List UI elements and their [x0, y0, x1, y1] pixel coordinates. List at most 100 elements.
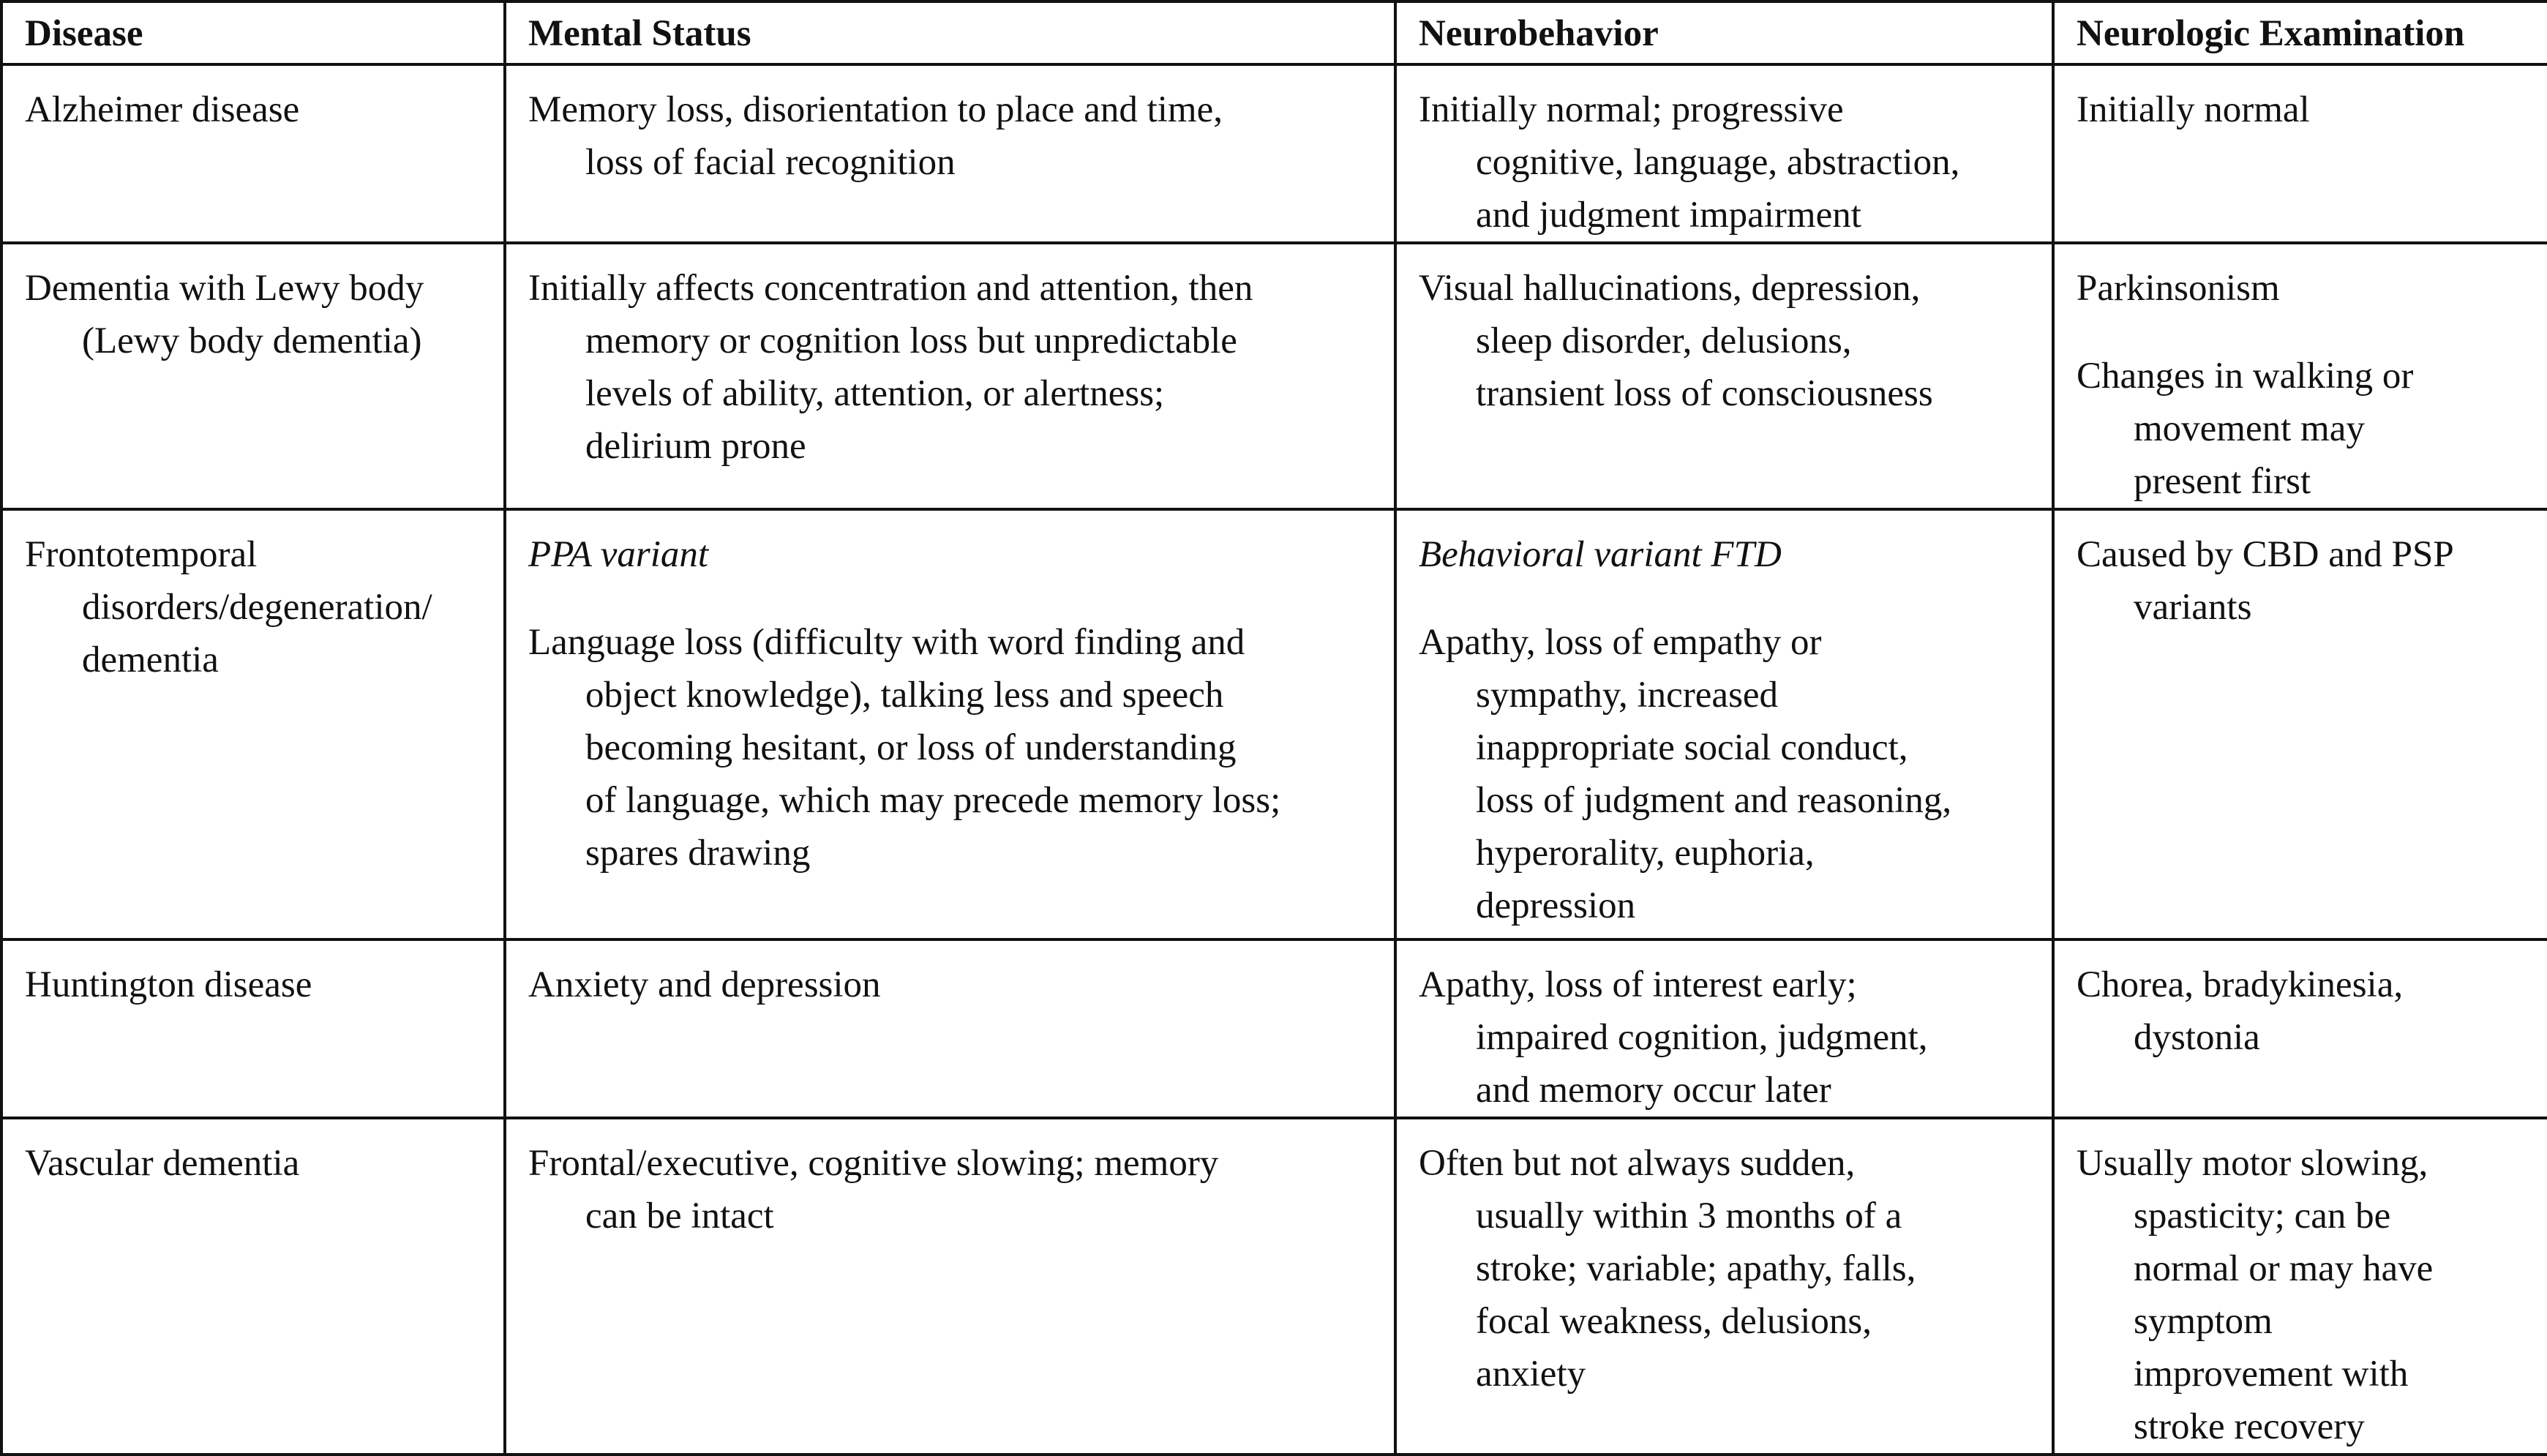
cell-paragraph: Initially normal; progressive cognitive, … [1419, 83, 2031, 241]
text-line: present first [2134, 461, 2311, 502]
header-disease: Disease [0, 0, 506, 66]
text-line: can be intact [585, 1196, 774, 1237]
table-row: Dementia with Lewy body (Lewy body dement… [0, 241, 2547, 511]
text-line: symptom [2134, 1301, 2273, 1342]
text-line: Often but not always sudden, [1419, 1143, 1856, 1184]
text-line: impaired cognition, judgment, [1476, 1017, 1928, 1058]
table-row: Huntington disease Anxiety and depression… [0, 938, 2547, 1119]
text-line: object knowledge), talking less and spee… [585, 675, 1224, 716]
text-line: depression [1476, 885, 1636, 926]
text-line: Usually motor slowing, [2077, 1143, 2428, 1184]
text-line: Behavioral variant FTD [1419, 534, 1782, 575]
header-row: Disease Mental Status Neurobehavior Neurolo… [0, 0, 2547, 66]
header-neurologic-examination: Neurologic Examination [2052, 0, 2547, 66]
cell-paragraph: Often but not always sudden, usually with… [1419, 1137, 2031, 1400]
text-line: Visual hallucinations, depression, [1419, 268, 1921, 309]
text-line: Language loss (difficulty with word find… [528, 622, 1245, 663]
text-line: disorders/degeneration/ [82, 587, 432, 628]
text-line: Apathy, loss of interest early; [1419, 964, 1857, 1005]
table-row: Alzheimer disease Memory loss, disorienta… [0, 63, 2547, 244]
text-line: stroke recovery [2134, 1406, 2365, 1447]
cell-paragraph: Frontal/executive, cognitive slowing; me… [528, 1137, 1373, 1242]
text-line: movement may [2134, 408, 2365, 449]
cell-paragraph: Caused by CBD and PSP variants [2077, 528, 2527, 634]
cell-disease: Frontotemporal disorders/degeneration/dem… [0, 508, 506, 941]
text-line: focal weakness, delusions, [1476, 1301, 1872, 1342]
text-line: loss of facial recognition [585, 142, 956, 183]
cell-disease: Huntington disease [0, 938, 506, 1119]
text-line: sleep disorder, delusions, [1476, 320, 1852, 361]
text-line: transient loss of consciousness [1476, 373, 1933, 414]
cell-neurobehavior: Behavioral variant FTD Apathy, loss of em… [1394, 508, 2055, 941]
text-line: becoming hesitant, or loss of understand… [585, 727, 1237, 768]
text-line: cognitive, language, abstraction, [1476, 142, 1960, 183]
cell-mental-status: Frontal/executive, cognitive slowing; me… [503, 1117, 1397, 1456]
cell-neurologic-examination: Initially normal [2052, 63, 2547, 244]
cell-neurologic-examination: Usually motor slowing, spasticity; can be… [2052, 1117, 2547, 1456]
text-line: Parkinsonism [2077, 268, 2280, 309]
cell-paragraph: Usually motor slowing, spasticity; can be… [2077, 1137, 2527, 1453]
cell-mental-status: PPA variant Language loss (difficulty wit… [503, 508, 1397, 941]
header-mental-status: Mental Status [503, 0, 1397, 66]
cell-paragraph: Visual hallucinations, depression, sleep … [1419, 262, 2031, 420]
cell-paragraph: Vascular dementia [25, 1137, 483, 1190]
text-line: memory or cognition loss but unpredictab… [585, 320, 1237, 361]
text-line: and memory occur later [1476, 1070, 1831, 1111]
header-neurobehavior: Neurobehavior [1394, 0, 2055, 66]
cell-neurologic-examination: Chorea, bradykinesia, dystonia [2052, 938, 2547, 1119]
cell-paragraph: Memory loss, disorientation to place and… [528, 83, 1373, 189]
cell-paragraph: Changes in walking or movement may present… [2077, 350, 2527, 508]
text-line: spares drawing [585, 833, 811, 874]
text-line: dystonia [2134, 1017, 2260, 1058]
text-line: Vascular dementia [25, 1143, 300, 1184]
cell-paragraph: Parkinsonism [2077, 262, 2527, 315]
text-line: levels of ability, attention, or alertne… [585, 373, 1165, 414]
text-line: hyperorality, euphoria, [1476, 833, 1815, 874]
text-line: improvement with [2134, 1354, 2409, 1395]
table-row: Vascular dementia Frontal/executive, cogn… [0, 1117, 2547, 1456]
text-line: Alzheimer disease [25, 89, 300, 130]
table-row: Frontotemporal disorders/degeneration/dem… [0, 508, 2547, 941]
cell-paragraph: Dementia with Lewy body (Lewy body dement… [25, 262, 483, 367]
text-line: Frontal/executive, cognitive slowing; me… [528, 1143, 1219, 1184]
text-line: usually within 3 months of a [1476, 1196, 1902, 1237]
cell-paragraph: Huntington disease [25, 958, 483, 1011]
cell-disease: Alzheimer disease [0, 63, 506, 244]
text-line: Caused by CBD and PSP [2077, 534, 2454, 575]
cell-paragraph: Language loss (difficulty with word find… [528, 616, 1373, 879]
text-line: anxiety [1476, 1354, 1586, 1395]
cell-neurologic-examination: Caused by CBD and PSP variants [2052, 508, 2547, 941]
text-line: dementia [82, 639, 219, 680]
text-line: Apathy, loss of empathy or [1419, 622, 1822, 663]
text-line: stroke; variable; apathy, falls, [1476, 1248, 1916, 1289]
text-line: Memory loss, disorientation to place and… [528, 89, 1223, 130]
text-line: loss of judgment and reasoning, [1476, 780, 1952, 821]
cell-disease: Vascular dementia [0, 1117, 506, 1456]
text-line: PPA variant [528, 534, 709, 575]
text-line: Initially affects concentration and atte… [528, 268, 1253, 309]
cell-paragraph: Apathy, loss of empathy or sympathy, incr… [1419, 616, 2031, 932]
text-line: Changes in walking or [2077, 356, 2414, 397]
cell-neurologic-examination: Parkinsonism Changes in walking or movemen… [2052, 241, 2547, 511]
cell-paragraph: Alzheimer disease [25, 83, 483, 136]
text-line: and judgment impairment [1476, 195, 1861, 236]
text-line: delirium prone [585, 426, 806, 467]
text-line: spasticity; can be [2134, 1196, 2391, 1237]
text-line: Initially normal [2077, 89, 2310, 130]
cell-neurobehavior: Visual hallucinations, depression, sleep … [1394, 241, 2055, 511]
cell-mental-status: Anxiety and depression [503, 938, 1397, 1119]
cell-paragraph: Apathy, loss of interest early; impaired … [1419, 958, 2031, 1117]
text-line: sympathy, increased [1476, 675, 1779, 716]
text-line: variants [2134, 587, 2252, 628]
text-line: Chorea, bradykinesia, [2077, 964, 2404, 1005]
cell-mental-status: Initially affects concentration and atte… [503, 241, 1397, 511]
text-line: Huntington disease [25, 964, 312, 1005]
text-line: normal or may have [2134, 1248, 2434, 1289]
cell-paragraph: Anxiety and depression [528, 958, 1373, 1011]
cell-mental-status: Memory loss, disorientation to place and… [503, 63, 1397, 244]
variant-heading: PPA variant [528, 528, 1373, 581]
cell-neurobehavior: Initially normal; progressive cognitive, … [1394, 63, 2055, 244]
cell-paragraph: Initially affects concentration and atte… [528, 262, 1373, 473]
text-line: of language, which may precede memory lo… [585, 780, 1281, 821]
